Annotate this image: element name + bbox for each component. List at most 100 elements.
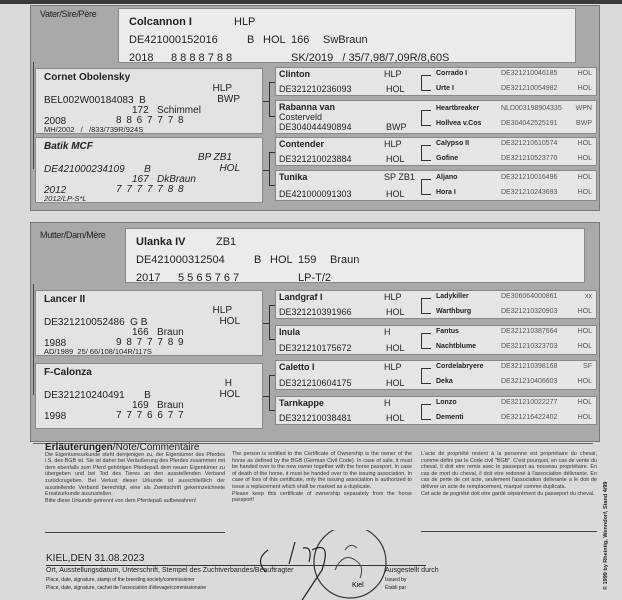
dam-header: Ulanka IV ZB1 DE421000312504 B HOL 159 Braun … — [125, 228, 585, 284]
great-grandparent-name: Urte I — [436, 84, 454, 92]
great-grandparent-breed: HOL — [577, 307, 592, 315]
top-edge — [0, 0, 622, 4]
sire-scores: 8 8 8 8 7 8 8 — [171, 52, 233, 64]
great-grandparent-id: DE321210016496 — [501, 173, 558, 181]
bracket-icon — [421, 178, 431, 195]
signature-stroke — [259, 541, 326, 600]
grandparent-card: Caletto I HLP DE321210604175 HOL Cordelabrye… — [275, 360, 597, 390]
sire-height: 166 — [291, 34, 310, 46]
great-grandparent-id: DE321216422402 — [501, 413, 558, 421]
note-text-fr: L'acte de propriété revient à la personn… — [421, 451, 597, 490]
horse-id: DE321210604175 — [279, 378, 352, 388]
performance-test: AD/1989 25/ 66/108/104R/117S — [44, 347, 152, 356]
great-grandparent-name: Dementi — [436, 413, 464, 421]
section-line — [33, 284, 34, 395]
parent-card: F-Calonza H HOL DE321210240491 B 169 Braun 19… — [35, 363, 263, 429]
note-text-fr-2: Cet acte de pogriété doit etre gardé sép… — [421, 490, 595, 497]
great-grandparent-id: DE321210243693 — [501, 188, 558, 196]
great-grandparent-breed: HOL — [577, 173, 592, 181]
scores: 7 7 7 7 7 8 8 — [116, 184, 185, 195]
great-grandparent-id: DE304042525191 — [501, 120, 558, 127]
quality-1: HLP — [212, 83, 232, 94]
dam-sex: B — [254, 254, 262, 266]
sire-id: DE421000152016 — [129, 34, 218, 46]
great-grandparent-id: DE321210406603 — [501, 378, 558, 385]
sire-test: SK/2019 / 35/7,98/7,09R/8,60S — [291, 52, 450, 64]
connector-bracket — [269, 304, 275, 340]
connector-line — [263, 101, 269, 102]
performance-test: MH/2002 / /833/739R/924S — [44, 125, 144, 134]
great-grandparent-name: Hora I — [436, 188, 456, 196]
great-grandparent-id: NLD003198904335 — [501, 105, 562, 112]
note-text-de: Die Eigentumsurkunde steht demjenigen zu… — [45, 451, 225, 498]
height-color: 166 Braun — [132, 327, 184, 338]
connector-bracket — [269, 81, 275, 117]
great-grandparent-breed: HOL — [577, 139, 592, 147]
dam-label: Mutter/Dam/Mère — [40, 230, 106, 240]
divider — [33, 443, 593, 444]
grandparent-card: Tarnkappe H DE321210038481 HOL Lonzo DE321210… — [275, 396, 597, 425]
birth-year: 2008 — [44, 116, 67, 127]
great-grandparent-breed: HOL — [577, 343, 592, 350]
parent-card: Lancer II HLP HOL DE321210052486 G B 166 Bra… — [35, 290, 263, 356]
horse-name: F-Calonza — [44, 367, 92, 378]
issued-de: Ausgestellt durch — [385, 567, 439, 574]
great-grandparent-breed: BWP — [576, 120, 592, 127]
horse-name: Contender — [279, 139, 324, 149]
notes-heading: Erläuterungen — [45, 442, 113, 453]
notes-de: Erläuterungen/Note/Commentaire Die Eigen… — [45, 442, 225, 504]
great-grandparent-name: Corrado I — [436, 69, 468, 77]
sire-name: Colcannon I — [129, 16, 192, 28]
bracket-icon — [421, 333, 431, 349]
dam-scores: 5 5 6 5 7 6 7 — [178, 272, 240, 284]
divider — [421, 531, 597, 532]
horse-id: DE321210391966 — [279, 307, 352, 317]
bracket-icon — [421, 368, 431, 384]
great-grandparent-name: Hollvea v.Cos — [436, 120, 482, 127]
great-grandparent-id: DE321210398168 — [501, 363, 558, 370]
breed: BWP — [386, 122, 407, 132]
breed: HOL — [386, 84, 405, 94]
grandparent-card: Clinton HLP DE321210236093 HOL Corrado I DE32… — [275, 67, 597, 96]
great-grandparent-id: DE321210320903 — [501, 307, 558, 315]
connector-line — [263, 323, 269, 324]
breed: HOL — [386, 189, 405, 199]
dam-breed: HOL — [270, 254, 293, 266]
bracket-icon — [421, 297, 431, 314]
great-grandparent-id: DE321210523770 — [501, 154, 558, 162]
horse-name: Caletto I — [279, 362, 315, 372]
horse-id: DE321210038481 — [279, 413, 352, 423]
birth-year: 1988 — [44, 338, 67, 349]
great-grandparent-name: Nachtblume — [436, 343, 477, 350]
great-grandparent-breed: HOL — [577, 398, 592, 406]
note-text-en: The person is entitled to the Certificat… — [232, 451, 412, 490]
great-grandparent-name: Deka — [436, 378, 453, 385]
great-grandparent-id: DE321210323703 — [501, 343, 558, 350]
sire-breed: HOL — [263, 34, 286, 46]
dam-quality: ZB1 — [216, 236, 237, 248]
horse-name: Tunika — [279, 172, 308, 182]
breed: HOL — [386, 307, 405, 317]
footer-line-en: Place, date, signature, stamp of the bre… — [46, 577, 195, 583]
section-line — [33, 62, 34, 169]
notes-en: The person is entitled to the Certificat… — [232, 451, 412, 504]
great-grandparent-breed: xx — [585, 292, 592, 300]
quality-2: HOL — [219, 389, 240, 400]
great-grandparent-id: DE321210387664 — [501, 328, 558, 335]
sire-label: Vater/Sire/Père — [40, 9, 97, 19]
dam-color: Braun — [330, 254, 360, 266]
copyright: © 1999 by Rheintig, Wenndorf, Stand 4/99 — [603, 481, 609, 590]
great-grandparent-breed: HOL — [577, 188, 592, 196]
horse-id: DE421000234109 B — [44, 164, 151, 175]
great-grandparent-name: Lonzo — [436, 398, 457, 406]
horse-name: Landgraf I — [279, 292, 323, 302]
horse-id: DE321210236093 — [279, 84, 352, 94]
notes-heading-rest: /Note/Commentaire — [112, 442, 200, 453]
bracket-icon — [421, 144, 431, 161]
quality: HLP — [384, 292, 402, 302]
great-grandparent-id: DE321210054982 — [501, 84, 558, 92]
note-text-de-2: Bitte diese Urkunde getrennt von dem Pfe… — [45, 497, 197, 504]
horse-name: Clinton — [279, 69, 310, 79]
signature-line — [46, 565, 426, 566]
